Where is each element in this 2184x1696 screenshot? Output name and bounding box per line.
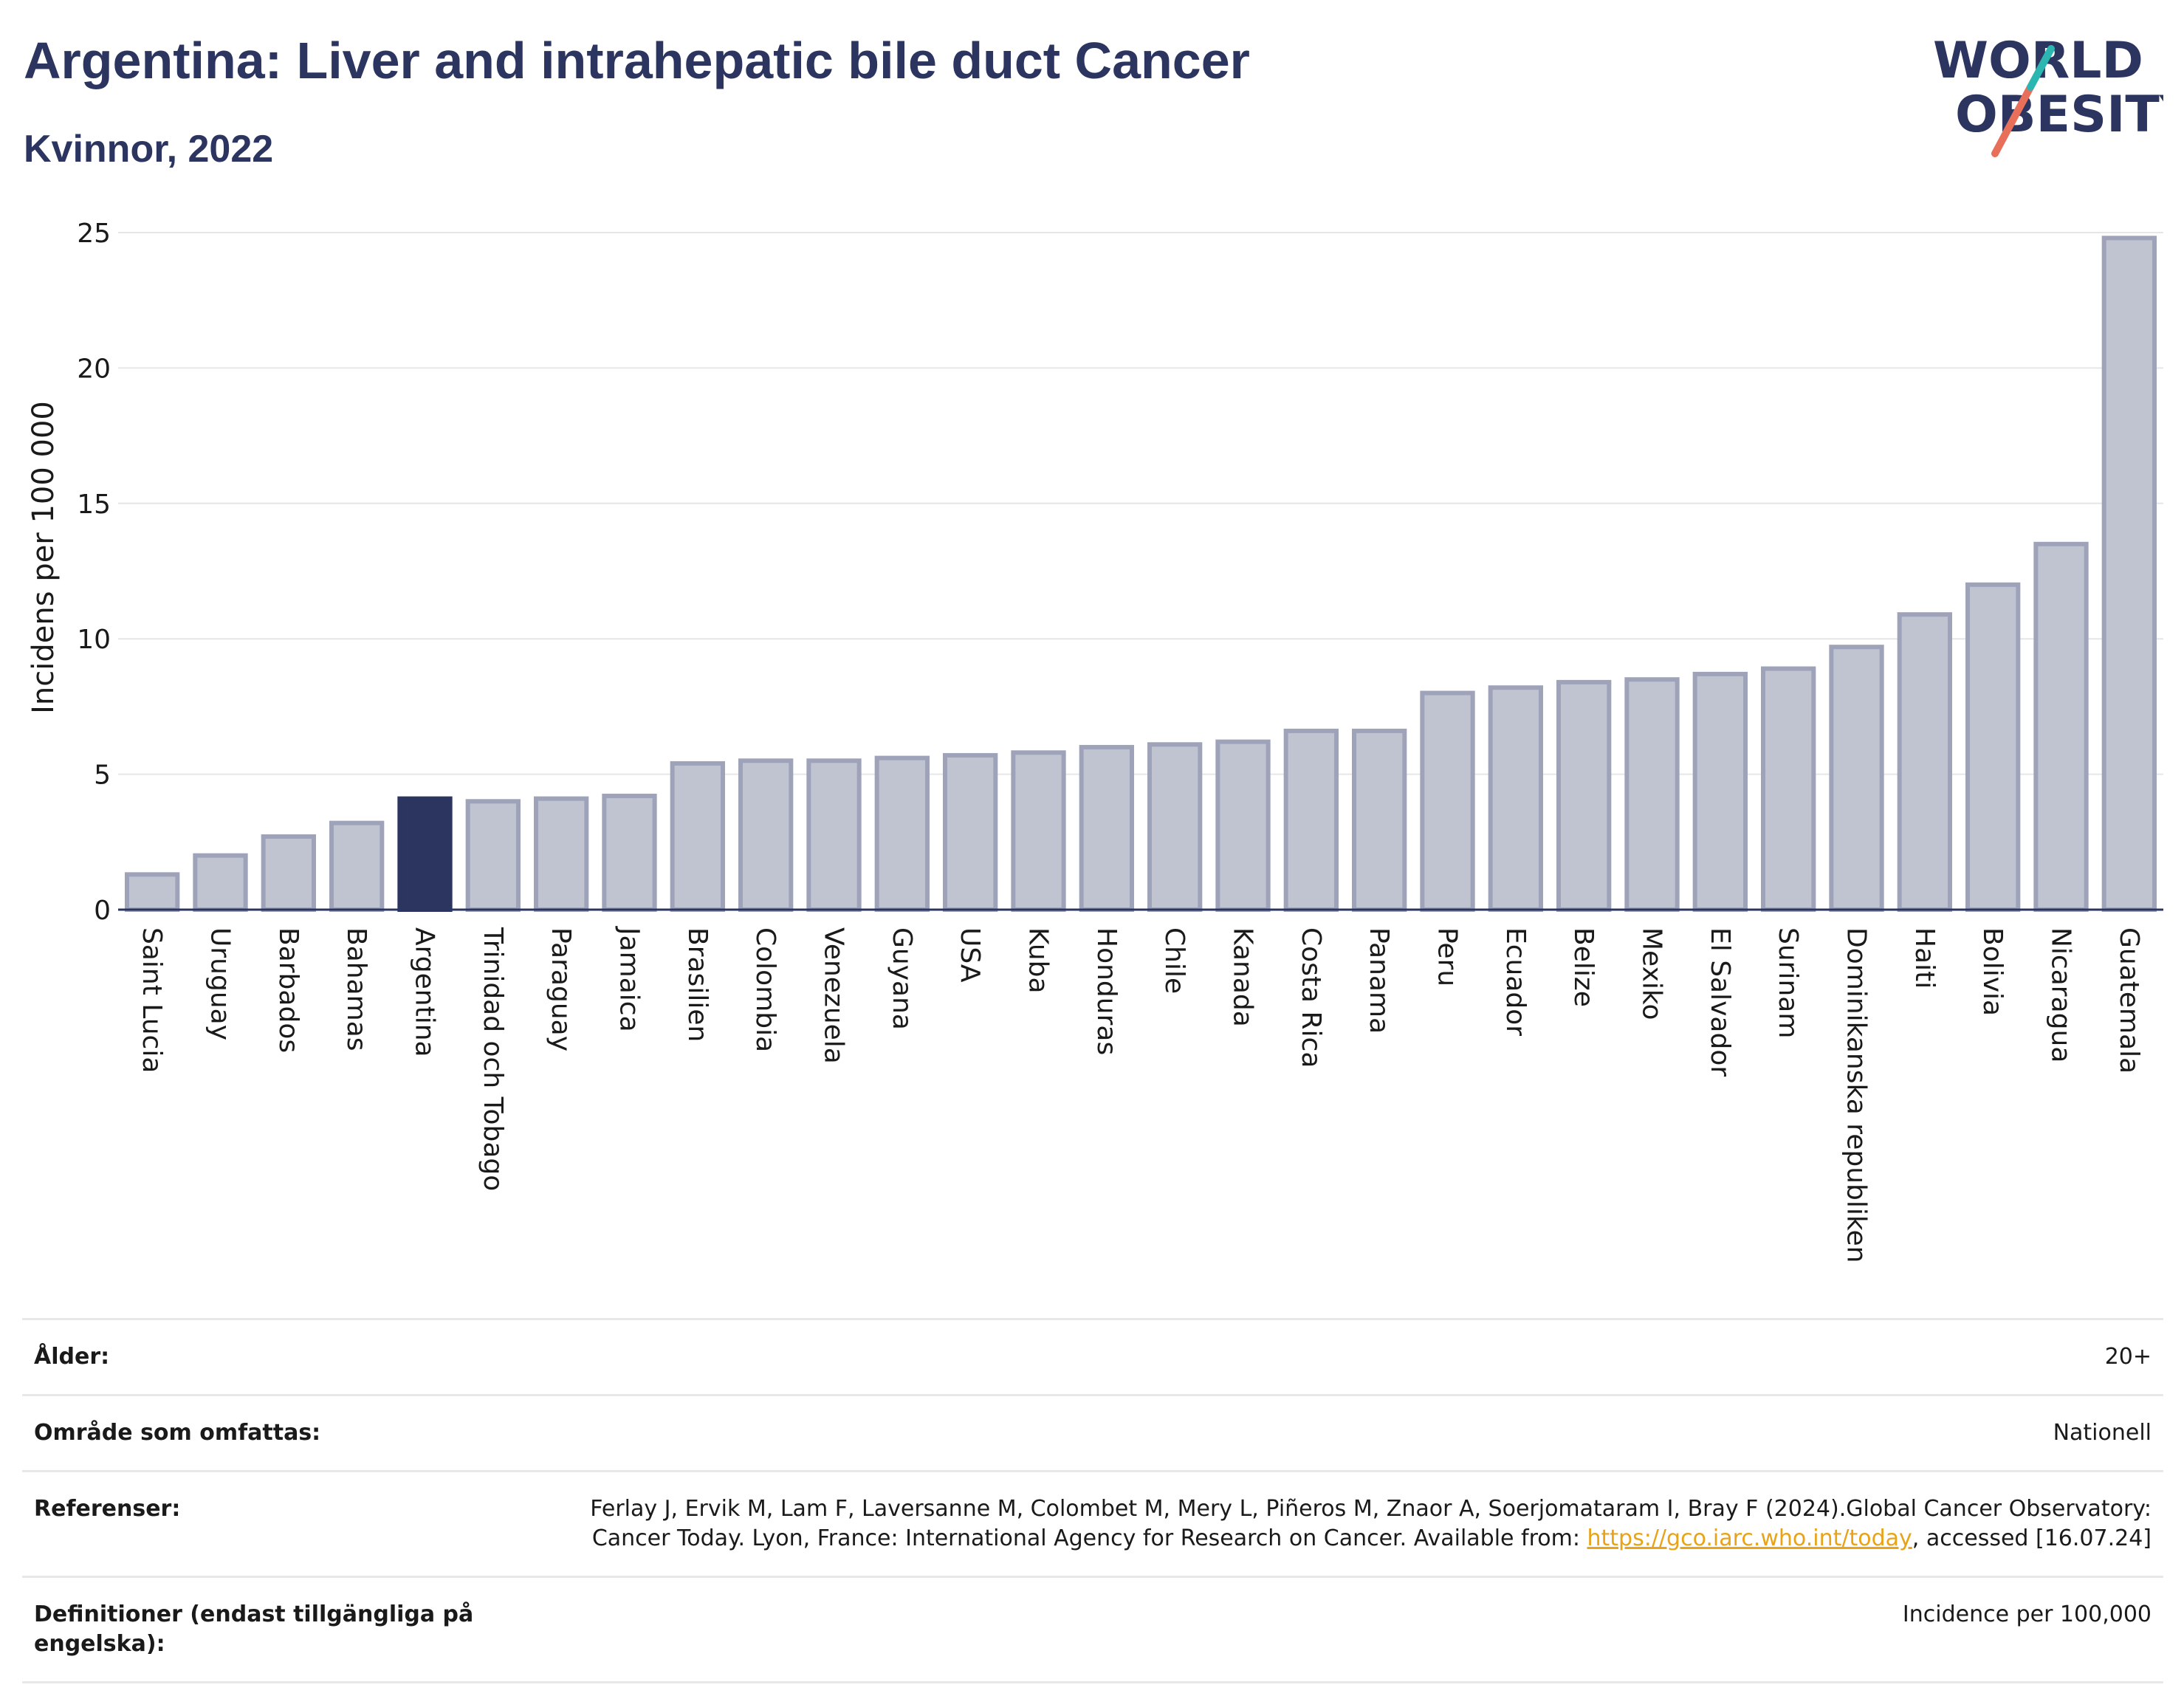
bar-argentina bbox=[397, 796, 453, 912]
chart-title: Argentina: Liver and intrahepatic bile d… bbox=[24, 32, 1250, 89]
y-tick-label: 20 bbox=[77, 354, 111, 384]
bar-kanada bbox=[1215, 739, 1271, 912]
info-row-area: Område som omfattas: Nationell bbox=[22, 1394, 2163, 1470]
bar-belize bbox=[1556, 679, 1612, 912]
bar-guatemala bbox=[2101, 236, 2157, 912]
bars bbox=[125, 236, 2157, 913]
reference-accessed: , accessed [16.07.24] bbox=[1912, 1525, 2152, 1551]
bar-mexiko bbox=[1624, 677, 1680, 912]
category-label: Guyana bbox=[887, 927, 917, 1030]
bar-brasilien bbox=[670, 761, 725, 912]
chart-subtitle: Kvinnor, 2022 bbox=[24, 128, 274, 171]
logo-line1: WORLD bbox=[1933, 32, 2143, 90]
bar-dominikanska-republiken bbox=[1829, 645, 1884, 912]
bar-colombia bbox=[738, 758, 794, 913]
bar-kuba bbox=[1011, 750, 1066, 912]
category-label: USA bbox=[955, 927, 985, 983]
info-row-references: Referenser: Ferlay J, Ervik M, Lam F, La… bbox=[22, 1470, 2163, 1576]
category-label: Haiti bbox=[1909, 927, 1940, 989]
bar-chart: 0 5 10 15 20 25 Saint Lucia Uruguay Barbados Bah… bbox=[27, 219, 2163, 1263]
bar-panama bbox=[1352, 728, 1407, 912]
bar-peru bbox=[1420, 690, 1475, 912]
info-table: Ålder: 20+ Område som omfattas: Nationel… bbox=[22, 1318, 2163, 1683]
category-label: El Salvador bbox=[1705, 927, 1735, 1077]
bar-surinam bbox=[1761, 666, 1816, 912]
category-label: Bolivia bbox=[1977, 927, 2008, 1016]
bar-chile bbox=[1147, 742, 1203, 913]
bar-haiti bbox=[1897, 612, 1952, 912]
bar-costa-rica bbox=[1283, 728, 1339, 912]
category-label: Surinam bbox=[1773, 927, 1803, 1038]
category-label: Honduras bbox=[1091, 927, 1122, 1055]
category-label: Kanada bbox=[1228, 927, 1258, 1027]
info-key: Område som omfattas: bbox=[34, 1420, 321, 1446]
info-value: Nationell bbox=[2053, 1420, 2152, 1446]
bar-jamaica bbox=[602, 793, 657, 912]
y-tick-label: 5 bbox=[94, 761, 111, 791]
category-label: Dominikanska republiken bbox=[1841, 927, 1872, 1263]
category-label: Costa Rica bbox=[1296, 927, 1326, 1068]
bar-trinidad-och-tobago bbox=[465, 799, 521, 913]
bar-uruguay bbox=[193, 853, 248, 913]
category-label: Saint Lucia bbox=[137, 927, 167, 1073]
category-label: Paraguay bbox=[546, 927, 576, 1051]
info-key: Ålder: bbox=[34, 1344, 110, 1370]
reference-link[interactable]: https://gco.iarc.who.int/today bbox=[1587, 1525, 1912, 1551]
bar-bahamas bbox=[329, 820, 385, 913]
y-tick-label: 25 bbox=[77, 219, 111, 249]
bar-bolivia bbox=[1965, 582, 2021, 913]
category-label: Belize bbox=[1568, 927, 1598, 1007]
info-value: Incidence per 100,000 bbox=[1902, 1601, 2152, 1627]
bar-paraguay bbox=[534, 796, 589, 912]
category-label: Mexiko bbox=[1637, 927, 1667, 1020]
info-row-age: Ålder: 20+ bbox=[22, 1318, 2163, 1394]
category-label: Venezuela bbox=[819, 927, 849, 1064]
y-tick-labels: 0 5 10 15 20 25 bbox=[77, 219, 111, 926]
category-label: Uruguay bbox=[205, 927, 236, 1040]
category-label: Trinidad och Tobago bbox=[478, 927, 508, 1191]
category-label: Kuba bbox=[1023, 927, 1054, 994]
category-label: Brasilien bbox=[682, 927, 712, 1042]
logo-line2: OBESITY bbox=[1955, 86, 2163, 144]
bar-honduras bbox=[1079, 744, 1134, 912]
y-tick-label: 15 bbox=[77, 490, 111, 520]
grid-lines bbox=[118, 232, 2163, 775]
bar-el-salvador bbox=[1692, 671, 1748, 912]
info-value: Ferlay J, Ervik M, Lam F, Laversanne M, … bbox=[530, 1472, 2163, 1576]
bar-usa bbox=[943, 752, 998, 913]
info-key: Definitioner (endast tillgängliga på eng… bbox=[34, 1601, 474, 1657]
category-label: Colombia bbox=[750, 927, 780, 1052]
bar-barbados bbox=[261, 834, 316, 912]
reference-text: Ferlay J, Ervik M, Lam F, Laversanne M, … bbox=[590, 1496, 2152, 1551]
bar-saint-lucia bbox=[125, 872, 180, 912]
y-tick-label: 10 bbox=[77, 625, 111, 655]
info-key: Referenser: bbox=[34, 1496, 181, 1522]
y-axis-title: Incidens per 100 000 bbox=[27, 401, 61, 714]
bar-ecuador bbox=[1488, 685, 1543, 912]
category-label: Barbados bbox=[273, 927, 303, 1053]
bar-guyana bbox=[874, 755, 930, 912]
category-label: Nicaragua bbox=[2046, 927, 2076, 1062]
info-value: 20+ bbox=[2104, 1344, 2152, 1370]
world-obesity-logo: WORLD OBESITY bbox=[1933, 32, 2163, 157]
category-label: Chile bbox=[1159, 927, 1189, 994]
category-labels: Saint Lucia Uruguay Barbados Bahamas Argenti… bbox=[137, 926, 2144, 1263]
info-row-definitions: Definitioner (endast tillgängliga på eng… bbox=[22, 1576, 2163, 1683]
category-label: Guatemala bbox=[2114, 927, 2144, 1074]
category-label: Panama bbox=[1364, 927, 1394, 1034]
bar-nicaragua bbox=[2033, 541, 2089, 912]
category-label: Peru bbox=[1432, 927, 1463, 986]
category-label: Ecuador bbox=[1500, 927, 1531, 1036]
category-label: Argentina bbox=[410, 927, 440, 1057]
category-label: Bahamas bbox=[341, 927, 371, 1051]
bar-venezuela bbox=[806, 758, 862, 913]
category-label: Jamaica bbox=[614, 926, 645, 1032]
y-tick-label: 0 bbox=[94, 896, 111, 926]
